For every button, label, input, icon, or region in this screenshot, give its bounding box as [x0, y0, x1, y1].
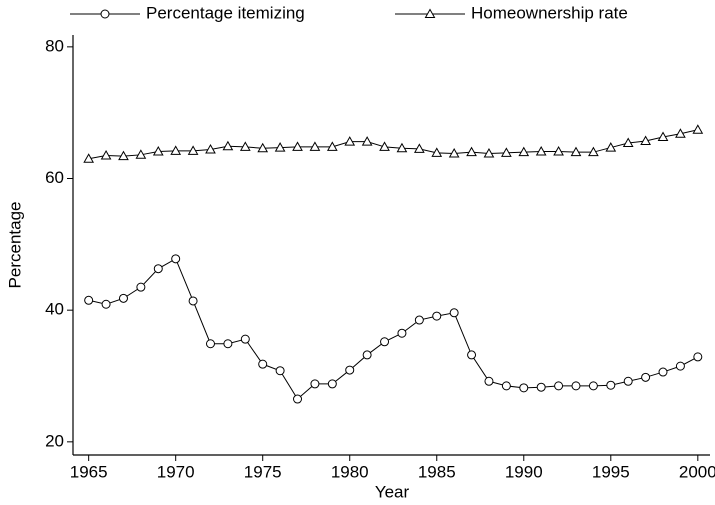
data-point [118, 150, 129, 161]
x-axis-label: Year [375, 482, 410, 501]
data-point [588, 381, 598, 391]
y-tick-label: 80 [45, 36, 64, 55]
data-point [326, 141, 338, 151]
data-point [623, 376, 633, 386]
x-tick-label: 1975 [244, 462, 282, 481]
x-tick-label: 2000 [679, 462, 715, 481]
data-point [135, 149, 147, 159]
data-point [657, 131, 669, 142]
data-point [223, 339, 233, 349]
data-point [658, 367, 668, 377]
data-point [467, 350, 477, 360]
legend-label: Percentage itemizing [146, 3, 305, 22]
data-point [380, 337, 390, 347]
data-point [153, 264, 163, 274]
data-point [187, 145, 199, 155]
data-point [257, 142, 269, 153]
data-point [448, 147, 460, 158]
x-tick-label: 1990 [505, 462, 543, 481]
data-point [361, 136, 373, 146]
data-point [693, 352, 703, 362]
data-point [483, 147, 495, 158]
data-point [484, 376, 494, 386]
data-point [100, 149, 112, 160]
data-point [501, 381, 511, 391]
data-point [83, 153, 95, 163]
data-point [379, 141, 390, 151]
data-point [275, 366, 285, 376]
data-point [362, 350, 372, 360]
data-point [274, 142, 286, 152]
y-tick-label: 60 [45, 168, 64, 187]
data-point [466, 146, 477, 157]
data-point [396, 142, 408, 153]
data-point [101, 299, 111, 309]
data-point [188, 296, 198, 306]
data-point [553, 146, 564, 156]
series-line [88, 258, 699, 400]
data-point [640, 135, 651, 145]
data-point [344, 136, 356, 146]
data-point [397, 328, 407, 338]
data-point [84, 295, 94, 305]
data-point [240, 334, 250, 344]
data-point [692, 124, 704, 134]
data-point [449, 308, 459, 318]
x-tick-label: 1985 [418, 462, 456, 481]
data-point [501, 147, 512, 157]
x-tick-label: 1970 [157, 462, 195, 481]
data-point [293, 394, 303, 404]
data-point [605, 142, 617, 152]
data-point [222, 140, 234, 151]
x-tick-label: 1980 [331, 462, 369, 481]
legend-marker [424, 8, 436, 18]
data-point [571, 381, 581, 391]
y-tick-label: 20 [45, 431, 64, 450]
data-point [536, 382, 546, 392]
data-point [292, 141, 303, 151]
data-point [431, 147, 443, 157]
data-point [310, 379, 320, 389]
data-point [518, 146, 530, 157]
data-point [258, 359, 268, 369]
data-point [327, 379, 337, 389]
data-point [414, 315, 424, 325]
y-axis-label: Percentage [5, 202, 24, 289]
data-point [554, 381, 564, 391]
data-point [205, 144, 216, 154]
y-tick-label: 40 [45, 300, 64, 319]
data-point [519, 383, 529, 393]
data-point [152, 146, 164, 156]
x-tick-label: 1995 [592, 462, 630, 481]
legend-label: Homeownership rate [471, 3, 628, 22]
data-point [345, 365, 355, 375]
data-point [239, 141, 251, 151]
data-point [606, 380, 616, 390]
data-point [171, 254, 181, 264]
data-point [570, 146, 582, 157]
data-point [118, 293, 128, 303]
data-point [675, 361, 685, 371]
data-point [309, 141, 321, 151]
data-point [588, 146, 599, 157]
data-point [136, 282, 146, 292]
x-tick-label: 1965 [70, 462, 108, 481]
data-point [675, 128, 686, 138]
data-point [170, 145, 182, 155]
legend-marker [100, 9, 110, 19]
data-point [641, 372, 651, 382]
data-point [205, 339, 215, 349]
data-point [413, 143, 425, 153]
data-point [535, 146, 547, 156]
data-point [622, 137, 634, 147]
data-point [432, 311, 442, 321]
